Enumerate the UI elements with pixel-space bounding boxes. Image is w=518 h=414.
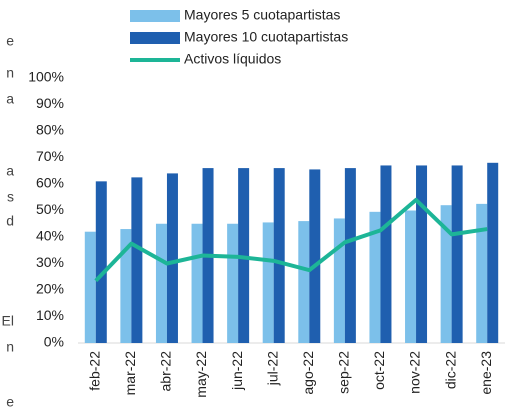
legend-label: Activos líquidos: [184, 51, 281, 67]
bar: [416, 165, 428, 343]
bar: [262, 222, 274, 343]
bar: [487, 162, 499, 343]
text-fragment: n: [6, 339, 14, 355]
bar: [120, 229, 132, 343]
y-tick-label: 20%: [36, 281, 64, 297]
bar: [333, 218, 345, 343]
y-tick-label: 30%: [36, 254, 64, 270]
x-tick-label: feb-22: [86, 351, 102, 391]
bar: [380, 165, 392, 343]
text-fragment: a: [6, 163, 14, 179]
bar: [131, 177, 143, 343]
x-tick-label: jun-22: [229, 351, 245, 391]
x-tick-label: ago-22: [300, 351, 316, 395]
y-tick-label: 60%: [36, 175, 64, 191]
legend-label: Mayores 5 cuotapartistas: [184, 7, 340, 23]
y-tick-label: 70%: [36, 148, 64, 164]
text-fragment: n: [6, 65, 14, 81]
bar: [476, 203, 488, 343]
x-tick-label: nov-22: [407, 351, 423, 394]
text-fragment: e: [6, 33, 14, 49]
bar: [227, 223, 239, 343]
text-fragment: s: [7, 189, 14, 205]
text-fragment: a: [6, 91, 14, 107]
bar: [309, 169, 321, 343]
text-fragment: e: [6, 394, 14, 410]
legend-swatch: [130, 10, 180, 22]
y-tick-label: 10%: [36, 307, 64, 323]
text-fragment: d: [6, 213, 14, 229]
x-tick-label: abr-22: [158, 351, 174, 392]
bar: [369, 211, 381, 343]
bar: [191, 223, 203, 343]
y-tick-label: 90%: [36, 95, 64, 111]
bar: [405, 210, 417, 343]
bar: [155, 223, 167, 343]
bar: [451, 165, 463, 343]
bar: [298, 221, 310, 343]
bar: [95, 181, 107, 343]
x-tick-label: may-22: [193, 351, 209, 398]
bar: [166, 173, 178, 343]
legend-swatch: [130, 32, 180, 44]
y-tick-label: 80%: [36, 122, 64, 138]
bar: [344, 168, 356, 343]
text-fragment: El: [2, 313, 14, 329]
x-tick-label: dic-22: [442, 351, 458, 389]
x-tick-label: sep-22: [336, 351, 352, 394]
legend-label: Mayores 10 cuotapartistas: [184, 29, 348, 45]
x-tick-label: ene-23: [478, 351, 494, 395]
y-tick-label: 50%: [36, 201, 64, 217]
y-tick-label: 0%: [44, 334, 64, 350]
x-tick-label: jul-22: [264, 351, 280, 386]
bar: [273, 168, 285, 343]
line: [94, 197, 488, 283]
y-tick-label: 40%: [36, 228, 64, 244]
y-tick-label: 100%: [28, 69, 64, 85]
bar: [84, 231, 96, 343]
x-tick-label: oct-22: [371, 351, 387, 390]
bar: [440, 205, 452, 343]
x-tick-label: mar-22: [122, 351, 138, 396]
